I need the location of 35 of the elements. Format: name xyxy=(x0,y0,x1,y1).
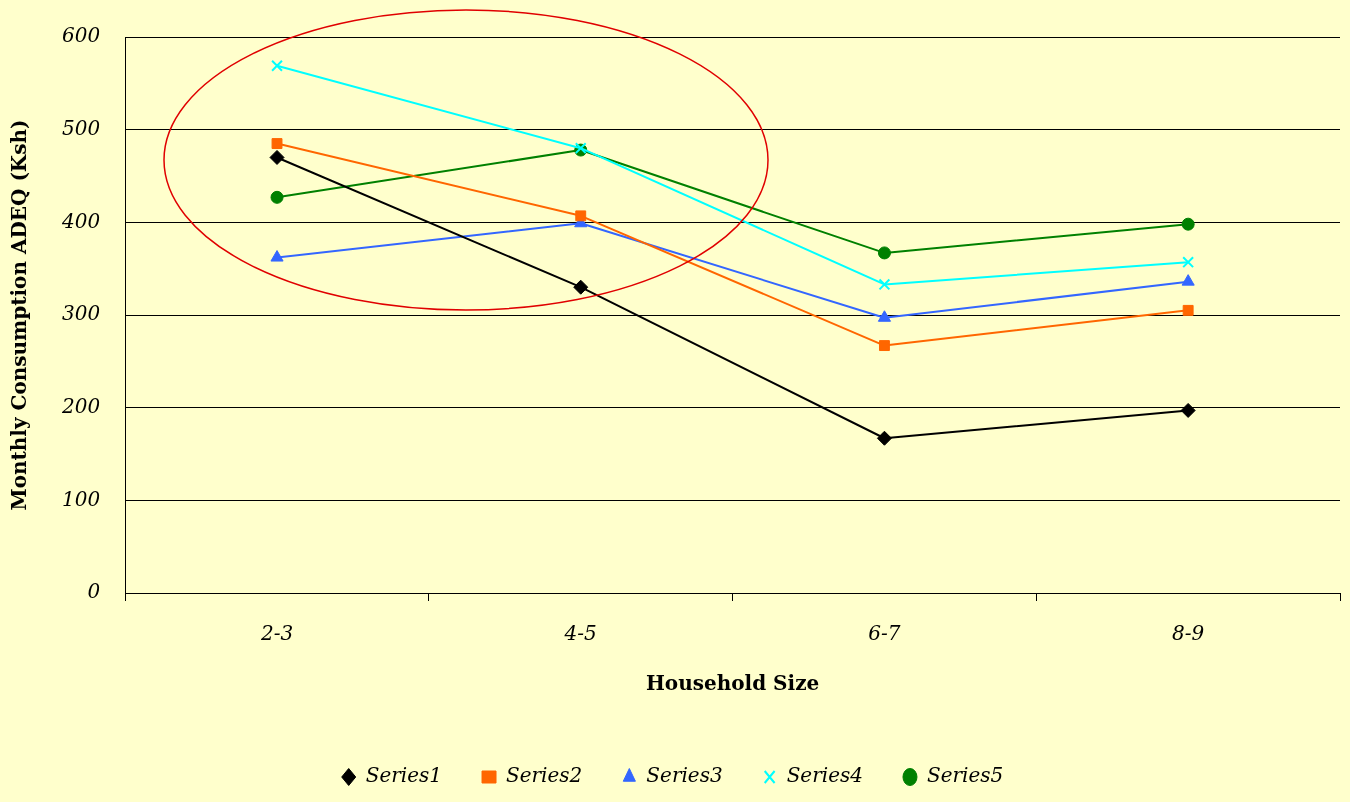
y-tick-label: 500 xyxy=(61,115,101,140)
y-tick-label: 100 xyxy=(61,486,101,511)
y-tick-label: 0 xyxy=(87,579,101,604)
point xyxy=(575,210,587,222)
point xyxy=(878,278,891,291)
y-tick-label: 200 xyxy=(60,393,101,418)
y-tick-label: 300 xyxy=(61,301,101,326)
point xyxy=(573,279,589,295)
point xyxy=(271,59,283,72)
point xyxy=(877,246,891,260)
y-tick-label: 400 xyxy=(60,208,101,233)
point xyxy=(878,340,890,352)
point xyxy=(1181,274,1195,286)
point xyxy=(1180,402,1196,418)
x-axis-title: Household Size xyxy=(645,671,820,696)
point xyxy=(876,430,892,446)
legend-label: Series2 xyxy=(506,763,583,788)
point xyxy=(1182,304,1194,316)
point xyxy=(270,250,284,262)
x-tick-label: 8-9 xyxy=(1172,621,1205,646)
legend-label: Series1 xyxy=(365,763,443,788)
legend-label: Series4 xyxy=(786,763,863,788)
point xyxy=(271,138,283,150)
point xyxy=(1181,217,1195,231)
x-tick-label: 4-5 xyxy=(563,621,597,646)
y-axis-title: Monthly Consumption ADEQ (Ksh) xyxy=(7,119,32,511)
point xyxy=(270,190,284,204)
legend-label: Series5 xyxy=(926,763,1004,788)
legend-label: Series3 xyxy=(646,763,723,788)
point xyxy=(269,149,285,165)
y-tick-label: 600 xyxy=(61,23,101,48)
x-tick-label: 2-3 xyxy=(259,621,294,646)
x-tick-label: 6-7 xyxy=(868,621,901,646)
point xyxy=(877,310,891,322)
point xyxy=(1182,256,1195,269)
